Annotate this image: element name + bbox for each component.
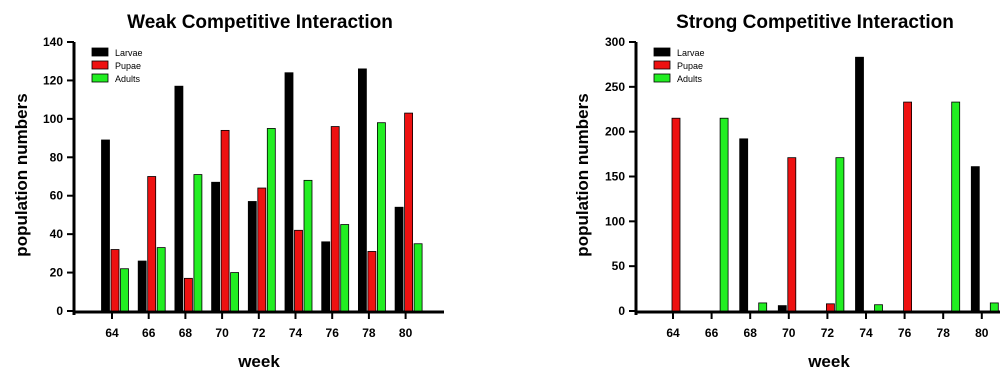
legend-label-adults: Adults xyxy=(115,74,141,84)
bar-adults-68 xyxy=(193,174,203,312)
bar-larvae-66 xyxy=(137,260,147,312)
bar-larvae-78 xyxy=(357,68,367,312)
y-tick-label: 150 xyxy=(605,170,625,184)
legend-label-pupae: Pupae xyxy=(115,61,141,71)
bar-adults-68 xyxy=(758,302,768,312)
bar-pupae-74 xyxy=(294,229,303,312)
y-tick-label: 40 xyxy=(50,227,64,241)
bar-larvae-70 xyxy=(211,181,221,312)
y-tick-label: 60 xyxy=(50,189,64,203)
bar-pupae-70 xyxy=(220,129,230,312)
bar-pupae-72 xyxy=(826,303,835,312)
legend-swatch-larvae xyxy=(653,47,671,57)
y-axis-label: population numbers xyxy=(573,93,592,256)
legend-swatch-pupae xyxy=(91,60,109,70)
legend-label-adults: Adults xyxy=(677,74,703,84)
x-tick-label: 78 xyxy=(937,326,951,340)
chart-title: Strong Competitive Interaction xyxy=(676,12,954,33)
bar-pupae-80 xyxy=(404,112,414,312)
y-tick-label: 20 xyxy=(50,266,64,280)
legend-label-pupae: Pupae xyxy=(677,61,703,71)
bar-adults-80 xyxy=(413,243,423,312)
x-axis-label: week xyxy=(807,352,850,370)
y-tick-label: 140 xyxy=(43,35,63,49)
bar-adults-78 xyxy=(951,101,961,312)
bar-larvae-74 xyxy=(284,72,294,312)
y-tick-label: 120 xyxy=(43,73,63,87)
legend-swatch-adults xyxy=(91,73,109,83)
bar-pupae-66 xyxy=(147,176,157,312)
x-tick-label: 66 xyxy=(142,326,156,340)
x-tick-label: 64 xyxy=(666,326,680,340)
bar-adults-78 xyxy=(376,122,386,312)
x-tick-label: 72 xyxy=(821,326,835,340)
bar-pupae-70 xyxy=(787,157,797,312)
x-tick-label: 66 xyxy=(705,326,719,340)
y-tick-label: 200 xyxy=(605,125,625,139)
x-tick-label: 64 xyxy=(105,326,119,340)
bar-larvae-68 xyxy=(739,138,749,312)
bar-pupae-72 xyxy=(257,187,267,312)
x-tick-label: 74 xyxy=(289,326,303,340)
y-tick-label: 0 xyxy=(56,304,63,318)
bar-adults-80 xyxy=(989,302,999,312)
bar-pupae-78 xyxy=(367,251,377,312)
bar-adults-70 xyxy=(230,272,240,312)
bar-larvae-74 xyxy=(855,56,864,312)
legend-swatch-adults xyxy=(653,73,671,83)
x-tick-label: 74 xyxy=(859,326,873,340)
y-tick-label: 100 xyxy=(43,112,63,126)
x-tick-label: 68 xyxy=(744,326,758,340)
bar-larvae-70 xyxy=(777,305,787,312)
bar-larvae-80 xyxy=(394,206,404,312)
x-tick-label: 78 xyxy=(362,326,376,340)
chart-title: Weak Competitive Interaction xyxy=(127,12,393,33)
y-tick-label: 100 xyxy=(605,214,625,228)
bar-adults-72 xyxy=(266,128,276,312)
bar-larvae-68 xyxy=(174,85,184,312)
bar-adults-74 xyxy=(303,179,313,312)
y-axis-label: population numbers xyxy=(12,93,31,256)
bar-pupae-64 xyxy=(110,249,120,312)
bar-larvae-76 xyxy=(321,241,331,312)
bar-adults-74 xyxy=(874,304,883,312)
y-tick-label: 250 xyxy=(605,80,625,94)
x-axis-label: week xyxy=(237,352,280,370)
chart-panel-1: Weak Competitive Interaction population n… xyxy=(12,12,444,370)
bar-adults-64 xyxy=(120,268,129,312)
bar-larvae-80 xyxy=(970,166,980,312)
bar-pupae-76 xyxy=(330,126,340,312)
bar-pupae-64 xyxy=(671,117,681,312)
bar-adults-66 xyxy=(719,117,729,312)
bar-larvae-64 xyxy=(101,139,110,312)
x-tick-label: 70 xyxy=(215,326,229,340)
x-tick-label: 76 xyxy=(898,326,912,340)
bar-adults-72 xyxy=(835,157,845,312)
legend-label-larvae: Larvae xyxy=(677,48,705,58)
legend-swatch-pupae xyxy=(653,60,671,70)
y-tick-label: 0 xyxy=(618,304,625,318)
y-tick-label: 80 xyxy=(50,150,64,164)
bar-adults-66 xyxy=(156,247,166,312)
x-tick-label: 76 xyxy=(326,326,340,340)
y-tick-label: 50 xyxy=(612,259,626,273)
bar-pupae-68 xyxy=(183,277,193,312)
x-tick-label: 70 xyxy=(782,326,796,340)
legend-label-larvae: Larvae xyxy=(115,48,143,58)
x-tick-label: 68 xyxy=(179,326,193,340)
y-tick-label: 300 xyxy=(605,35,625,49)
x-tick-label: 80 xyxy=(399,326,413,340)
legend-swatch-larvae xyxy=(91,47,109,57)
x-tick-label: 80 xyxy=(975,326,989,340)
x-tick-label: 72 xyxy=(252,326,266,340)
bar-adults-76 xyxy=(340,224,350,312)
bar-pupae-76 xyxy=(903,101,912,312)
bar-larvae-72 xyxy=(247,201,257,312)
chart-panel-2: Strong Competitive Interaction population… xyxy=(573,12,1000,370)
